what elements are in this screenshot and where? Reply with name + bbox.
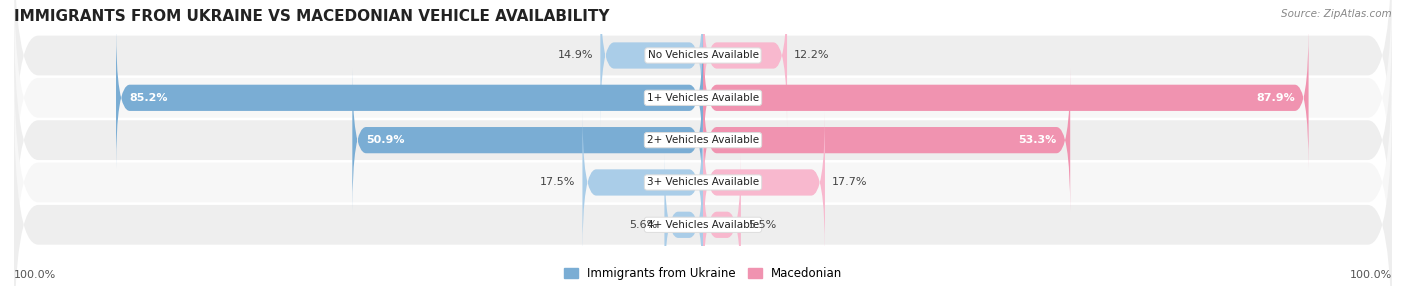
Legend: Immigrants from Ukraine, Macedonian: Immigrants from Ukraine, Macedonian bbox=[564, 267, 842, 280]
FancyBboxPatch shape bbox=[14, 0, 1392, 226]
Text: 5.5%: 5.5% bbox=[748, 220, 776, 230]
FancyBboxPatch shape bbox=[14, 0, 1392, 184]
Text: IMMIGRANTS FROM UKRAINE VS MACEDONIAN VEHICLE AVAILABILITY: IMMIGRANTS FROM UKRAINE VS MACEDONIAN VE… bbox=[14, 9, 610, 23]
FancyBboxPatch shape bbox=[703, 0, 787, 127]
Text: 4+ Vehicles Available: 4+ Vehicles Available bbox=[647, 220, 759, 230]
Text: 5.6%: 5.6% bbox=[630, 220, 658, 230]
Text: 14.9%: 14.9% bbox=[558, 51, 593, 60]
Text: 85.2%: 85.2% bbox=[129, 93, 169, 103]
FancyBboxPatch shape bbox=[14, 54, 1392, 286]
Text: 100.0%: 100.0% bbox=[14, 270, 56, 280]
FancyBboxPatch shape bbox=[117, 26, 703, 169]
FancyBboxPatch shape bbox=[14, 97, 1392, 286]
Text: 87.9%: 87.9% bbox=[1256, 93, 1295, 103]
Text: 100.0%: 100.0% bbox=[1350, 270, 1392, 280]
FancyBboxPatch shape bbox=[703, 26, 1309, 169]
Text: 17.5%: 17.5% bbox=[540, 178, 575, 187]
FancyBboxPatch shape bbox=[703, 153, 741, 286]
Text: 1+ Vehicles Available: 1+ Vehicles Available bbox=[647, 93, 759, 103]
FancyBboxPatch shape bbox=[703, 111, 825, 254]
Text: 12.2%: 12.2% bbox=[794, 51, 830, 60]
FancyBboxPatch shape bbox=[14, 12, 1392, 268]
FancyBboxPatch shape bbox=[353, 69, 703, 212]
FancyBboxPatch shape bbox=[665, 153, 703, 286]
Text: 50.9%: 50.9% bbox=[366, 135, 405, 145]
Text: No Vehicles Available: No Vehicles Available bbox=[648, 51, 758, 60]
FancyBboxPatch shape bbox=[600, 0, 703, 127]
Text: 3+ Vehicles Available: 3+ Vehicles Available bbox=[647, 178, 759, 187]
Text: 17.7%: 17.7% bbox=[832, 178, 868, 187]
Text: 2+ Vehicles Available: 2+ Vehicles Available bbox=[647, 135, 759, 145]
FancyBboxPatch shape bbox=[582, 111, 703, 254]
FancyBboxPatch shape bbox=[703, 69, 1070, 212]
Text: Source: ZipAtlas.com: Source: ZipAtlas.com bbox=[1281, 9, 1392, 19]
Text: 53.3%: 53.3% bbox=[1018, 135, 1056, 145]
